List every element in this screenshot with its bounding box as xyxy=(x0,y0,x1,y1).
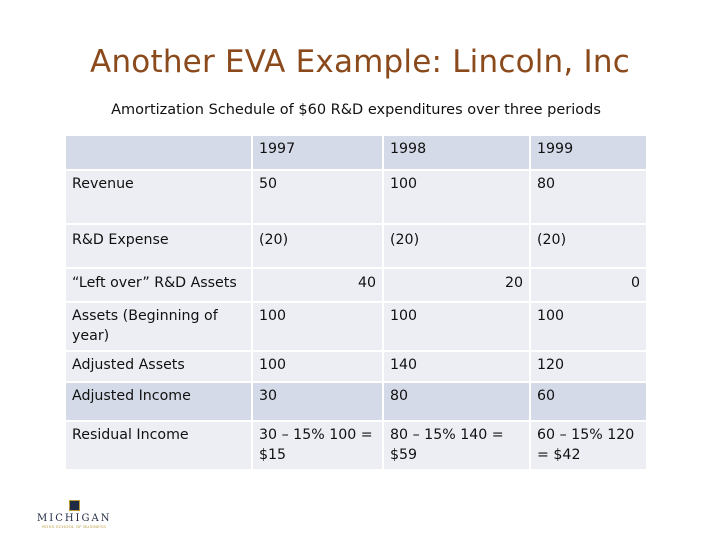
row-label-rd-expense: R&D Expense xyxy=(66,224,252,269)
row-label-revenue: Revenue xyxy=(66,170,252,225)
cell-value: 80 xyxy=(382,382,530,422)
cell-value: 100 xyxy=(382,170,530,225)
header-cell-1997: 1997 xyxy=(251,136,383,171)
block-m-icon xyxy=(68,500,80,511)
cell-value: 140 xyxy=(382,351,530,383)
cell-value: 100 xyxy=(382,302,530,352)
row-label-adjusted-income: Adjusted Income xyxy=(66,382,252,422)
table-row: Residual Income 30 – 15% 100 = $15 80 – … xyxy=(66,421,646,471)
header-cell-1999: 1999 xyxy=(529,136,646,171)
table-row: Adjusted Income 30 80 60 xyxy=(66,382,646,422)
amortization-table: 1997 1998 1999 Revenue 50 100 80 R&D Exp… xyxy=(66,136,646,471)
cell-value: 40 xyxy=(251,268,383,303)
cell-value: 120 xyxy=(529,351,646,383)
michigan-logo: MICHIGAN ROSS SCHOOL OF BUSINESS xyxy=(37,500,111,529)
row-label-assets-beginning: Assets (Beginning of year) xyxy=(66,302,252,352)
table-header-row: 1997 1998 1999 xyxy=(66,136,646,171)
cell-value: (20) xyxy=(529,224,646,269)
cell-value: 60 xyxy=(529,382,646,422)
cell-value: (20) xyxy=(251,224,383,269)
cell-value: 100 xyxy=(251,302,383,352)
slide-title: Another EVA Example: Lincoln, Inc xyxy=(90,44,630,80)
table-row: R&D Expense (20) (20) (20) xyxy=(66,224,646,269)
cell-value: (20) xyxy=(382,224,530,269)
header-cell-1998: 1998 xyxy=(382,136,530,171)
cell-value: 100 xyxy=(529,302,646,352)
cell-value: 30 xyxy=(251,382,383,422)
cell-value: 30 – 15% 100 = $15 xyxy=(251,421,383,471)
cell-value: 80 – 15% 140 = $59 xyxy=(382,421,530,471)
table-row: Assets (Beginning of year) 100 100 100 xyxy=(66,302,646,352)
logo-wordmark: MICHIGAN xyxy=(37,513,112,524)
cell-value: 100 xyxy=(251,351,383,383)
row-label-residual-income: Residual Income xyxy=(66,421,252,471)
table-row: Adjusted Assets 100 140 120 xyxy=(66,351,646,383)
cell-value: 50 xyxy=(251,170,383,225)
cell-value: 0 xyxy=(529,268,646,303)
logo-tagline: ROSS SCHOOL OF BUSINESS xyxy=(41,524,107,529)
table-row: Revenue 50 100 80 xyxy=(66,170,646,225)
slide-subtitle: Amortization Schedule of $60 R&D expendi… xyxy=(111,102,601,118)
cell-value: 20 xyxy=(382,268,530,303)
row-label-left-over-assets: “Left over” R&D Assets xyxy=(66,268,252,303)
cell-value: 60 – 15% 120 = $42 xyxy=(529,421,646,471)
cell-value: 80 xyxy=(529,170,646,225)
header-cell-blank xyxy=(66,136,252,171)
table-row: “Left over” R&D Assets 40 20 0 xyxy=(66,268,646,303)
row-label-adjusted-assets: Adjusted Assets xyxy=(66,351,252,383)
